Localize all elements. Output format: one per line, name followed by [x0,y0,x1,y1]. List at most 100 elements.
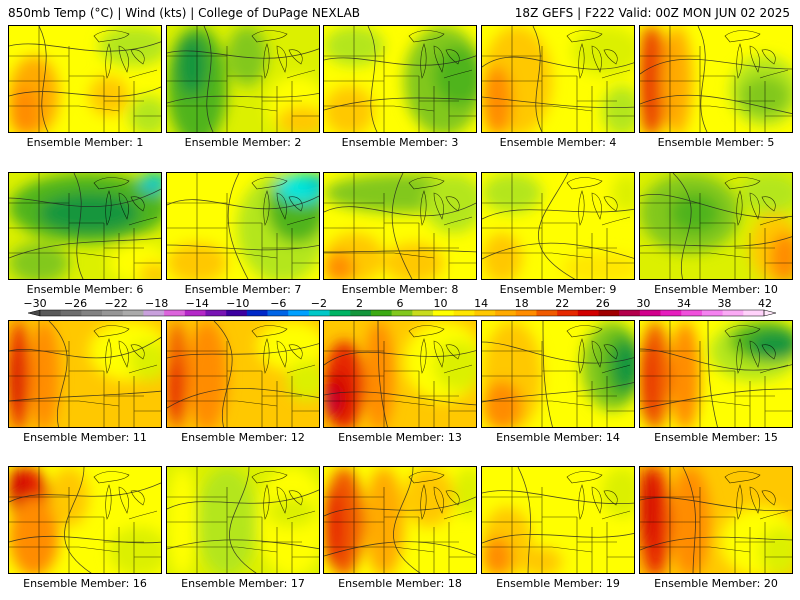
ensemble-member-caption: Ensemble Member: 4 [499,136,617,149]
ensemble-map-panel [166,320,320,428]
colorbar-segment [350,310,372,316]
ensemble-map-panel [8,466,162,574]
ensemble-map-panel [166,25,320,133]
colorbar-segment [619,310,641,316]
colorbar-tick-label: −2 [311,297,327,310]
temperature-map [324,26,476,132]
ensemble-map-panel [481,172,635,280]
ensemble-map-panel [8,25,162,133]
ensemble-map-panel [481,466,635,574]
ensemble-map-panel [8,320,162,428]
colorbar-tick-label: −6 [270,297,286,310]
ensemble-map-panel [8,172,162,280]
temperature-map [324,467,476,573]
temperature-map [324,173,476,279]
colorbar-min-arrow [27,309,41,317]
ensemble-member-caption: Ensemble Member: 5 [657,136,775,149]
colorbar-tick-label: 38 [717,297,731,310]
colorbar-segment [474,310,496,316]
colorbar-segment [391,310,413,316]
ensemble-member-caption: Ensemble Member: 14 [496,431,620,444]
colorbar-segment [370,310,392,316]
ensemble-member-caption: Ensemble Member: 18 [338,577,462,590]
ensemble-member-caption: Ensemble Member: 1 [26,136,144,149]
ensemble-member-caption: Ensemble Member: 2 [184,136,302,149]
ensemble-member-caption: Ensemble Member: 9 [499,283,617,296]
colorbar-segment [515,310,537,316]
colorbar-segment [701,310,723,316]
colorbar-segment [495,310,517,316]
colorbar-tick-label: 30 [636,297,650,310]
ensemble-map-panel [481,320,635,428]
colorbar-segment [743,310,765,316]
colorbar-tick-label: 22 [555,297,569,310]
temperature-map [167,321,319,427]
ensemble-member-caption: Ensemble Member: 17 [181,577,305,590]
colorbar-tick-label: −14 [186,297,209,310]
colorbar-segment [329,310,351,316]
ensemble-member-caption: Ensemble Member: 8 [341,283,459,296]
colorbar-segment [722,310,744,316]
colorbar-tick-label: 18 [515,297,529,310]
colorbar-segment [164,310,186,316]
temperature-map [640,173,792,279]
temperature-map [9,321,161,427]
colorbar-segment [681,310,703,316]
ensemble-member-caption: Ensemble Member: 7 [184,283,302,296]
model-run-info: 18Z GEFS | F222 Valid: 00Z MON JUN 02 20… [514,6,790,20]
colorbar-tick-label: 26 [596,297,610,310]
ensemble-member-caption: Ensemble Member: 13 [338,431,462,444]
temperature-map [482,467,634,573]
ensemble-member-caption: Ensemble Member: 6 [26,283,144,296]
temperature-map [640,467,792,573]
colorbar-segment [639,310,661,316]
chart-title: 850mb Temp (°C) | Wind (kts) | College o… [8,6,361,20]
ensemble-map-panel [323,172,477,280]
ensemble-map-panel [481,25,635,133]
ensemble-member-caption: Ensemble Member: 15 [654,431,778,444]
colorbar-segment [184,310,206,316]
temperature-map [482,173,634,279]
colorbar-segment [557,310,579,316]
ensemble-map-panel [166,172,320,280]
temperature-map [640,26,792,132]
temperature-map [482,26,634,132]
ensemble-member-caption: Ensemble Member: 11 [23,431,147,444]
temperature-map [9,467,161,573]
colorbar-segment [205,310,227,316]
colorbar-segment [40,310,61,316]
ensemble-member-caption: Ensemble Member: 16 [23,577,147,590]
colorbar-segment [412,310,434,316]
temperature-map [482,321,634,427]
colorbar-segment [433,310,455,316]
ensemble-map-panel [323,466,477,574]
ensemble-map-panel [639,466,793,574]
temperature-map [167,26,319,132]
ensemble-member-caption: Ensemble Member: 19 [496,577,620,590]
temperature-colorbar: −30 −26 −22 −18 −14 −10 −6 −2 2 6 10 14 18 22 26 30 34 38… [23,297,777,317]
colorbar-segment [308,310,330,316]
colorbar-segment [81,310,103,316]
colorbar-segment [536,310,558,316]
ensemble-member-caption: Ensemble Member: 3 [341,136,459,149]
ensemble-member-caption: Ensemble Member: 10 [654,283,778,296]
colorbar-tick-label: 2 [356,297,363,310]
colorbar-tick-label: −30 [23,297,46,310]
temperature-map [324,321,476,427]
colorbar-segment [288,310,310,316]
colorbar-segment [660,310,682,316]
ensemble-map-panel [639,320,793,428]
temperature-map [167,173,319,279]
colorbar-segment [102,310,124,316]
colorbar-tick-label: 34 [677,297,691,310]
ensemble-member-caption: Ensemble Member: 20 [654,577,778,590]
colorbar-segment [267,310,289,316]
ensemble-map-panel [639,25,793,133]
colorbar-max-arrow [763,309,777,317]
temperature-map [640,321,792,427]
ensemble-map-panel [323,25,477,133]
colorbar-tick-label: −10 [226,297,249,310]
colorbar-tick-label: −18 [145,297,168,310]
colorbar-segment [60,310,82,316]
temperature-map [9,26,161,132]
